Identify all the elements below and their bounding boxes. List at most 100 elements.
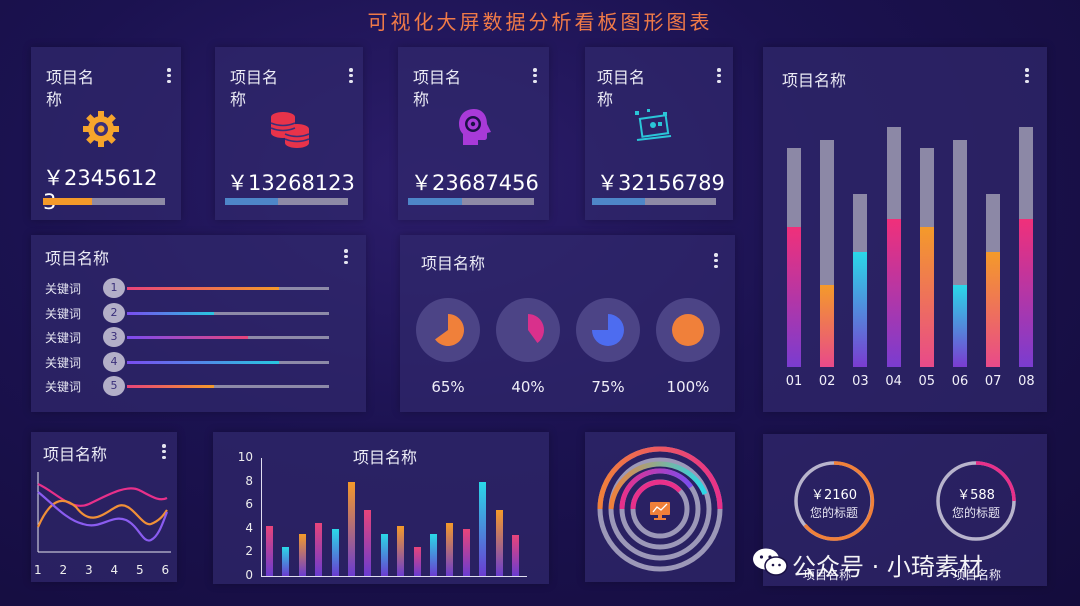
x-tick-label: 05: [918, 374, 936, 389]
bar-remainder: [886, 127, 901, 220]
card-title: 项目名称: [421, 254, 486, 273]
kpi-progress-fill: [225, 198, 278, 205]
rank-badge: 2: [103, 302, 125, 323]
bar-chart-plot: 10 8 6 4 2 0: [213, 432, 549, 584]
x-tick-label: 08: [1018, 374, 1035, 389]
watermark-text: 公众号 · 小琦素材: [792, 553, 983, 581]
wechat-icon: [753, 548, 788, 576]
pie-chart: [656, 298, 720, 362]
more-menu-icon[interactable]: [714, 253, 718, 269]
more-menu-icon[interactable]: [167, 68, 171, 84]
bar: [479, 482, 487, 576]
bar: [446, 523, 454, 576]
more-menu-icon[interactable]: [162, 444, 166, 460]
gauge-ring: [794, 461, 875, 541]
rank-badge: 3: [103, 327, 125, 347]
more-menu-icon[interactable]: [349, 68, 353, 84]
x-tick-label: 01: [785, 374, 803, 389]
line-chart-card: 项目名称 1 2 3 4 5 6: [31, 432, 177, 582]
bar: [413, 546, 421, 576]
kpi-progress-bar: [43, 198, 165, 205]
bar: [397, 525, 405, 576]
keyword-row: 关键词 3: [45, 327, 345, 347]
bar: [315, 523, 323, 576]
keyword-row: 关键词 1: [45, 278, 345, 298]
pie-slice: [672, 314, 704, 346]
gauge-caption: 您的标题: [809, 506, 858, 520]
pie-percentage: 75%: [591, 378, 625, 396]
y-tick-label: 2: [245, 544, 253, 558]
more-menu-icon[interactable]: [533, 68, 537, 84]
x-tick-label: 2: [59, 563, 68, 577]
coins-icon: [270, 112, 310, 148]
y-tick-label: 4: [245, 520, 253, 535]
bar: [266, 525, 273, 576]
x-tick-label: 1: [34, 563, 42, 577]
keyword-row: 关键词 4: [45, 351, 345, 372]
bar: [462, 529, 470, 576]
kpi-card-4: 项目名称 ￥32156789: [585, 47, 733, 220]
keyword-fill: [127, 287, 279, 290]
bar-value: [1019, 219, 1034, 367]
more-menu-icon[interactable]: [1025, 68, 1029, 84]
keyword-fill: [127, 336, 249, 339]
bar-chart-card: 项目名称 10 8 6 4 2 0: [213, 432, 549, 584]
x-tick-label: 03: [852, 374, 869, 389]
stacked-bar: [986, 193, 1001, 367]
kpi-card-title: 项目名称: [230, 68, 279, 109]
gauge-card: ￥2160 您的标题 项目名称 ￥588 您的标题 项目名称: [763, 434, 1047, 586]
pie-slice: [592, 314, 624, 346]
card-title: 项目名称: [45, 249, 110, 268]
concentric-rings: [597, 446, 723, 572]
bar-remainder: [953, 140, 967, 286]
gauge-amount: ￥588: [957, 488, 995, 503]
pie-chart: [496, 298, 560, 362]
keyword-fill: [127, 311, 214, 315]
keyword-track: [127, 385, 329, 388]
bar-remainder: [820, 140, 835, 286]
keyword-fill: [127, 360, 279, 364]
stacked-bar: [953, 140, 967, 367]
bar: [495, 510, 503, 576]
x-tick-label: 02: [818, 374, 836, 389]
keyword-row: 关键词 5: [45, 376, 345, 396]
bar-remainder: [787, 147, 801, 227]
x-tick-label: 4: [110, 563, 119, 577]
more-menu-icon[interactable]: [717, 68, 721, 84]
kpi-progress-fill: [592, 198, 646, 205]
kpi-amount: ￥23456123: [43, 166, 158, 214]
bar-remainder: [853, 193, 868, 253]
card-title: 项目名称: [353, 448, 418, 467]
keyword-progress-card: 项目名称 关键词 1 关键词 2 关键词 3 关键词 4 关键词 5: [31, 235, 366, 412]
kpi-progress-bar: [408, 198, 534, 205]
keyword-label: 关键词: [45, 306, 82, 321]
gauge-ring: [936, 461, 1016, 541]
stacked-bar-card: 项目名称 01 02 03 04 05 06 07 08: [763, 47, 1047, 412]
bar: [298, 533, 306, 576]
pie-slice: [528, 314, 544, 343]
kpi-progress-fill: [43, 198, 92, 205]
pie-slice: [435, 314, 465, 346]
kpi-amount: ￥32156789: [597, 171, 725, 195]
keyword-row: 关键词 2: [45, 302, 345, 323]
kpi-progress-fill: [408, 198, 463, 205]
stacked-bar: [1019, 127, 1034, 367]
card-title: 项目名称: [43, 445, 108, 464]
kpi-progress-bar: [225, 198, 348, 205]
kpi-card-title: 项目名称: [413, 68, 462, 109]
x-tick-label: 3: [85, 563, 93, 577]
more-menu-icon[interactable]: [344, 249, 348, 265]
stacked-bar: [820, 140, 835, 367]
laptop-icon: [635, 109, 672, 141]
gauge-label: 项目名称: [803, 568, 852, 582]
bar: [348, 482, 355, 576]
gauge-2: ￥588 您的标题: [935, 460, 1017, 542]
card-title: 项目名称: [782, 71, 847, 90]
x-tick-label: 6: [161, 563, 170, 577]
bar: [282, 546, 290, 576]
line-chart-plot: [36, 472, 171, 553]
keyword-label: 关键词: [45, 380, 82, 394]
keyword-label: 关键词: [45, 331, 82, 345]
kpi-card-title: 项目名称: [46, 68, 95, 109]
keyword-fill: [127, 385, 214, 388]
